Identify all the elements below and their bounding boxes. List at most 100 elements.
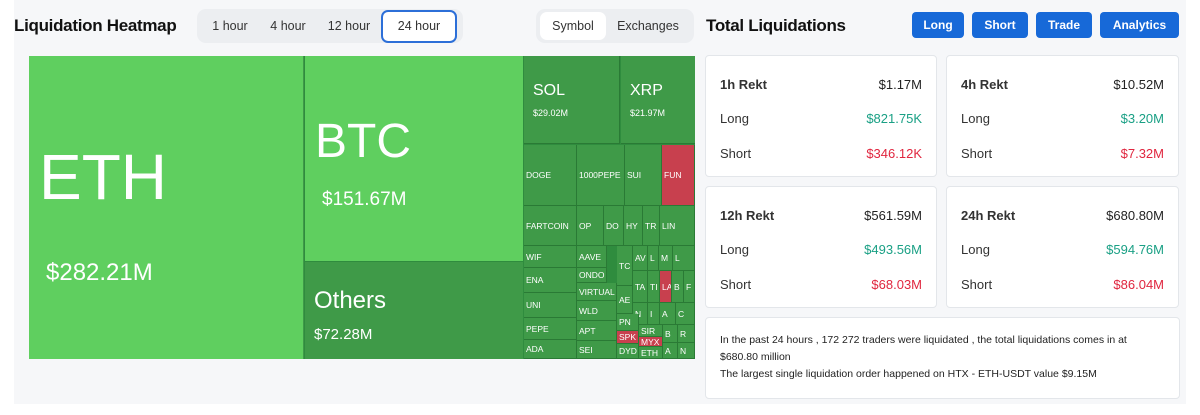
- short-label: Short: [720, 146, 752, 161]
- tile-small[interactable]: L: [648, 246, 659, 271]
- tile-small[interactable]: DOGE: [524, 145, 577, 206]
- short-value: $346.12K: [866, 146, 922, 161]
- tile-xrp[interactable]: XRP $21.97M: [621, 56, 695, 144]
- short-label: Short: [961, 146, 993, 161]
- tile-small[interactable]: MYX: [639, 337, 663, 347]
- long-value: $3.20M: [1120, 111, 1164, 126]
- long-label: Long: [720, 242, 749, 257]
- rekt-card-24h: 24h Rekt $680.80M Long $594.76M Short $86.0…: [946, 186, 1179, 308]
- tile-small[interactable]: M: [659, 246, 673, 271]
- tile-small[interactable]: DO: [604, 206, 624, 246]
- tile-small[interactable]: VIRTUAL: [577, 283, 617, 301]
- summary-line-1: In the past 24 hours , 172 272 traders w…: [720, 334, 1127, 363]
- tile-small[interactable]: LIN: [660, 206, 695, 246]
- short-label: Short: [961, 277, 993, 292]
- analytics-button[interactable]: Analytics: [1100, 12, 1179, 38]
- tile-sol[interactable]: SOL $29.02M: [524, 56, 620, 144]
- tile-small[interactable]: DYD: [617, 344, 639, 359]
- card-total: $561.59M: [864, 208, 922, 223]
- long-value: $594.76M: [1106, 242, 1164, 257]
- tile-small[interactable]: LA: [660, 271, 672, 303]
- card-total: $680.80M: [1106, 208, 1164, 223]
- tile-xrp-name: XRP: [630, 82, 663, 99]
- liquidation-treemap: ETH $282.21M BTC $151.67M Others $72.28M…: [29, 56, 695, 359]
- long-label: Long: [961, 242, 990, 257]
- tile-others[interactable]: Others $72.28M: [305, 262, 523, 359]
- tile-small[interactable]: C: [676, 303, 695, 325]
- tab-1-hour[interactable]: 1 hour: [212, 19, 248, 33]
- tile-small[interactable]: R: [678, 325, 695, 343]
- tile-small[interactable]: OP: [577, 206, 604, 246]
- tile-small[interactable]: WLD: [577, 301, 617, 321]
- tile-small[interactable]: ENA: [524, 268, 577, 293]
- view-selector: Symbol Exchanges: [536, 9, 694, 43]
- tile-small[interactable]: F: [684, 271, 695, 303]
- tile-small[interactable]: FARTCOIN: [524, 206, 577, 246]
- tile-small[interactable]: ETH: [639, 347, 663, 359]
- tile-small[interactable]: L: [673, 246, 695, 271]
- tile-small[interactable]: UNI: [524, 293, 577, 318]
- tile-small[interactable]: A: [660, 303, 676, 325]
- tile-small[interactable]: FUN: [662, 145, 695, 206]
- tile-small[interactable]: HY: [624, 206, 643, 246]
- summary-line-2: The largest single liquidation order hap…: [720, 368, 1097, 380]
- tile-small[interactable]: B: [663, 325, 678, 343]
- tile-btc-value: $151.67M: [322, 189, 407, 210]
- tile-small[interactable]: SIR: [639, 325, 663, 337]
- tile-small[interactable]: 1000PEPE: [577, 145, 625, 206]
- long-label: Long: [720, 111, 749, 126]
- long-value: $821.75K: [866, 111, 922, 126]
- tile-small[interactable]: TC: [617, 246, 633, 286]
- tile-small[interactable]: AV: [633, 246, 648, 271]
- tile-others-name: Others: [314, 287, 387, 314]
- card-title: 24h Rekt: [961, 208, 1016, 223]
- tab-24-hour[interactable]: 24 hour: [381, 9, 457, 43]
- tile-xrp-value: $21.97M: [630, 108, 666, 118]
- tile-small[interactable]: I: [648, 303, 660, 325]
- tile-small[interactable]: B: [672, 271, 684, 303]
- trade-button[interactable]: Trade: [1036, 12, 1092, 38]
- long-value: $493.56M: [864, 242, 922, 257]
- tile-btc-name: BTC: [315, 115, 411, 168]
- tile-small[interactable]: AAVE: [577, 246, 607, 268]
- short-button[interactable]: Short: [972, 12, 1028, 38]
- long-button[interactable]: Long: [912, 12, 964, 38]
- tab-symbol[interactable]: Symbol: [540, 12, 606, 40]
- card-title: 1h Rekt: [720, 77, 767, 92]
- tile-small[interactable]: APT: [577, 321, 617, 341]
- tile-small[interactable]: ONDO: [577, 268, 607, 283]
- rekt-card-4h: 4h Rekt $10.52M Long $3.20M Short $7.32M: [946, 55, 1179, 177]
- heatmap-title: Liquidation Heatmap: [14, 16, 177, 35]
- tile-small[interactable]: PEPE: [524, 318, 577, 340]
- tile-small[interactable]: TA: [633, 271, 648, 303]
- card-total: $1.17M: [878, 77, 922, 92]
- tile-sol-value: $29.02M: [533, 108, 569, 118]
- tab-exchanges[interactable]: Exchanges: [617, 19, 679, 33]
- tile-small[interactable]: SUI: [625, 145, 662, 206]
- tile-small[interactable]: TI: [648, 271, 660, 303]
- tile-others-value: $72.28M: [314, 326, 373, 343]
- short-value: $7.32M: [1120, 146, 1164, 161]
- card-title: 12h Rekt: [720, 208, 775, 223]
- tile-eth-name: ETH: [39, 141, 167, 213]
- tile-small[interactable]: AE: [617, 286, 633, 314]
- short-value: $68.03M: [871, 277, 922, 292]
- tile-eth[interactable]: ETH $282.21M: [29, 56, 304, 359]
- tile-btc[interactable]: BTC $151.67M: [305, 56, 523, 261]
- tile-small[interactable]: SPK: [617, 331, 639, 344]
- tile-small[interactable]: ADA: [524, 340, 577, 359]
- short-value: $86.04M: [1113, 277, 1164, 292]
- tile-small[interactable]: TR: [643, 206, 660, 246]
- tab-12-hour[interactable]: 12 hour: [327, 19, 371, 33]
- card-title: 4h Rekt: [961, 77, 1008, 92]
- long-label: Long: [961, 111, 990, 126]
- tile-small[interactable]: N: [678, 343, 695, 359]
- timeframe-selector: 1 hour 4 hour 12 hour 24 hour: [197, 9, 463, 43]
- rekt-card-1h: 1h Rekt $1.17M Long $821.75K Short $346.12K: [705, 55, 937, 177]
- tab-4-hour[interactable]: 4 hour: [270, 19, 306, 33]
- tile-small[interactable]: PN: [617, 314, 639, 331]
- tile-small[interactable]: SEI: [577, 341, 617, 359]
- tile-small[interactable]: A: [663, 343, 678, 359]
- card-total: $10.52M: [1113, 77, 1164, 92]
- tile-small[interactable]: WIF: [524, 246, 577, 268]
